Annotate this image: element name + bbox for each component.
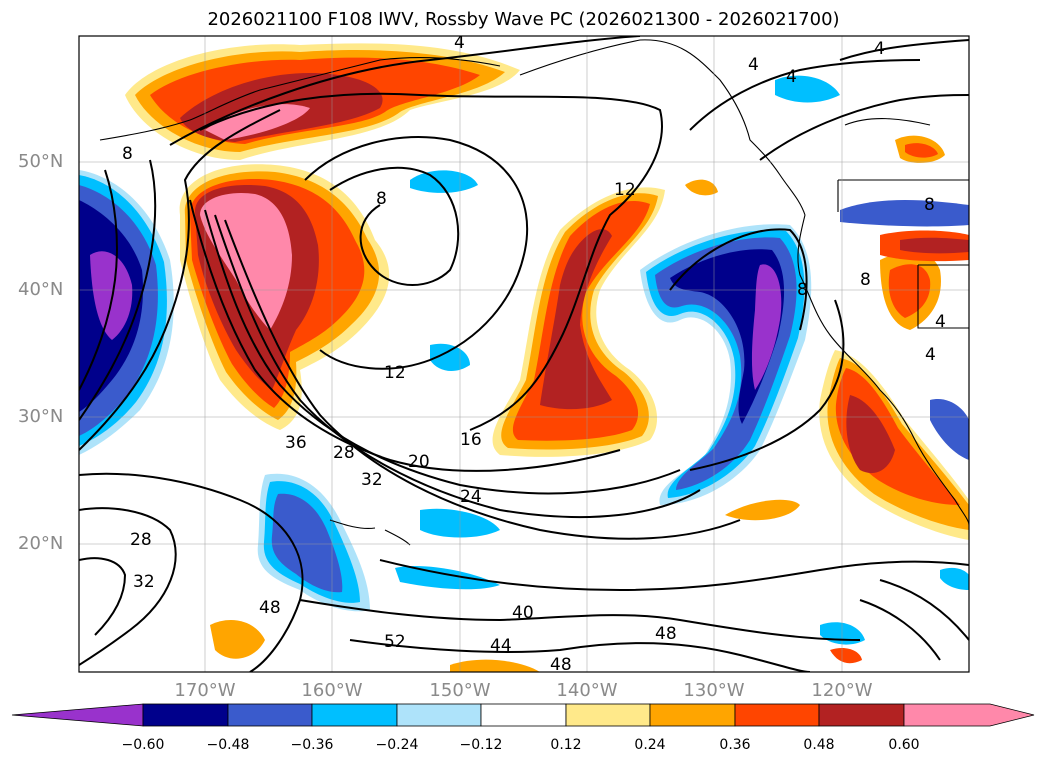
- contour-label: 48: [655, 624, 677, 644]
- colorbar-tick-label: 0.12: [550, 737, 582, 753]
- lon-label: 160°W: [301, 680, 363, 701]
- lon-label: 120°W: [811, 680, 873, 701]
- colorbar-tick-label: −0.36: [290, 737, 334, 753]
- contour-label: 8: [860, 270, 871, 290]
- colorbar-tick-label: −0.24: [375, 737, 419, 753]
- lat-label: 30°N: [18, 406, 64, 427]
- contour-label: 8: [797, 280, 808, 300]
- contour-label: 4: [454, 33, 465, 53]
- contour-label: 4: [925, 345, 936, 365]
- lat-label: 40°N: [18, 279, 64, 300]
- contour-label: 4: [786, 67, 797, 87]
- contour-label: 32: [133, 572, 155, 592]
- colorbar: [11, 703, 1035, 727]
- contour-label: 32: [361, 470, 383, 490]
- lon-label: 150°W: [429, 680, 491, 701]
- map-plot-area: [79, 36, 969, 672]
- contour-label: 8: [122, 144, 133, 164]
- contour-label: 48: [259, 598, 281, 618]
- contour-label: 40: [512, 603, 534, 623]
- lat-label: 50°N: [18, 151, 64, 172]
- lon-label: 130°W: [683, 680, 745, 701]
- colorbar-tick-label: −0.12: [459, 737, 503, 753]
- lon-label: 170°W: [174, 680, 236, 701]
- colorbar-tick-label: −0.48: [206, 737, 250, 753]
- contour-label: 12: [614, 180, 636, 200]
- colorbar-extend-high: [903, 703, 1035, 727]
- anomaly-positive-small: [210, 135, 945, 672]
- colorbar-tick-label: −0.60: [121, 737, 165, 753]
- anomaly-negative-south: [257, 75, 969, 645]
- contour-label: 28: [130, 530, 152, 550]
- map-title: 2026021100 F108 IWV, Rossby Wave PC (202…: [207, 9, 840, 30]
- contour-label: 8: [924, 195, 935, 215]
- contour-label: 52: [384, 632, 406, 652]
- contour-label: 24: [460, 487, 482, 507]
- contour-label: 36: [285, 433, 307, 453]
- anomaly-positive-comma: [492, 187, 665, 457]
- coastline: [99, 39, 969, 546]
- contour-label: 48: [550, 655, 572, 675]
- contour-label: 28: [333, 443, 355, 463]
- contour-label: 16: [460, 430, 482, 450]
- contour-label: 4: [874, 39, 885, 59]
- lon-label: 140°W: [556, 680, 618, 701]
- colorbar-tick-label: 0.48: [803, 737, 835, 753]
- colorbar-tick-label: 0.36: [719, 737, 751, 753]
- contour-label: 20: [408, 452, 430, 472]
- colorbar-tick-label: 0.60: [888, 737, 920, 753]
- anomaly-positive-california: [819, 230, 969, 540]
- contour-label: 12: [384, 363, 406, 383]
- contour-label: 4: [748, 55, 759, 75]
- anomaly-positive-central-lobe: [179, 164, 390, 430]
- contour-label: 44: [490, 636, 512, 656]
- anomaly-negative-east-swirl: [640, 224, 812, 505]
- contour-label: 8: [376, 189, 387, 209]
- map-frame: [78, 35, 970, 673]
- contour-label: 4: [935, 312, 946, 332]
- iwv-contours: [79, 36, 969, 672]
- lat-label: 20°N: [18, 533, 64, 554]
- colorbar-tick-label: 0.24: [634, 737, 666, 753]
